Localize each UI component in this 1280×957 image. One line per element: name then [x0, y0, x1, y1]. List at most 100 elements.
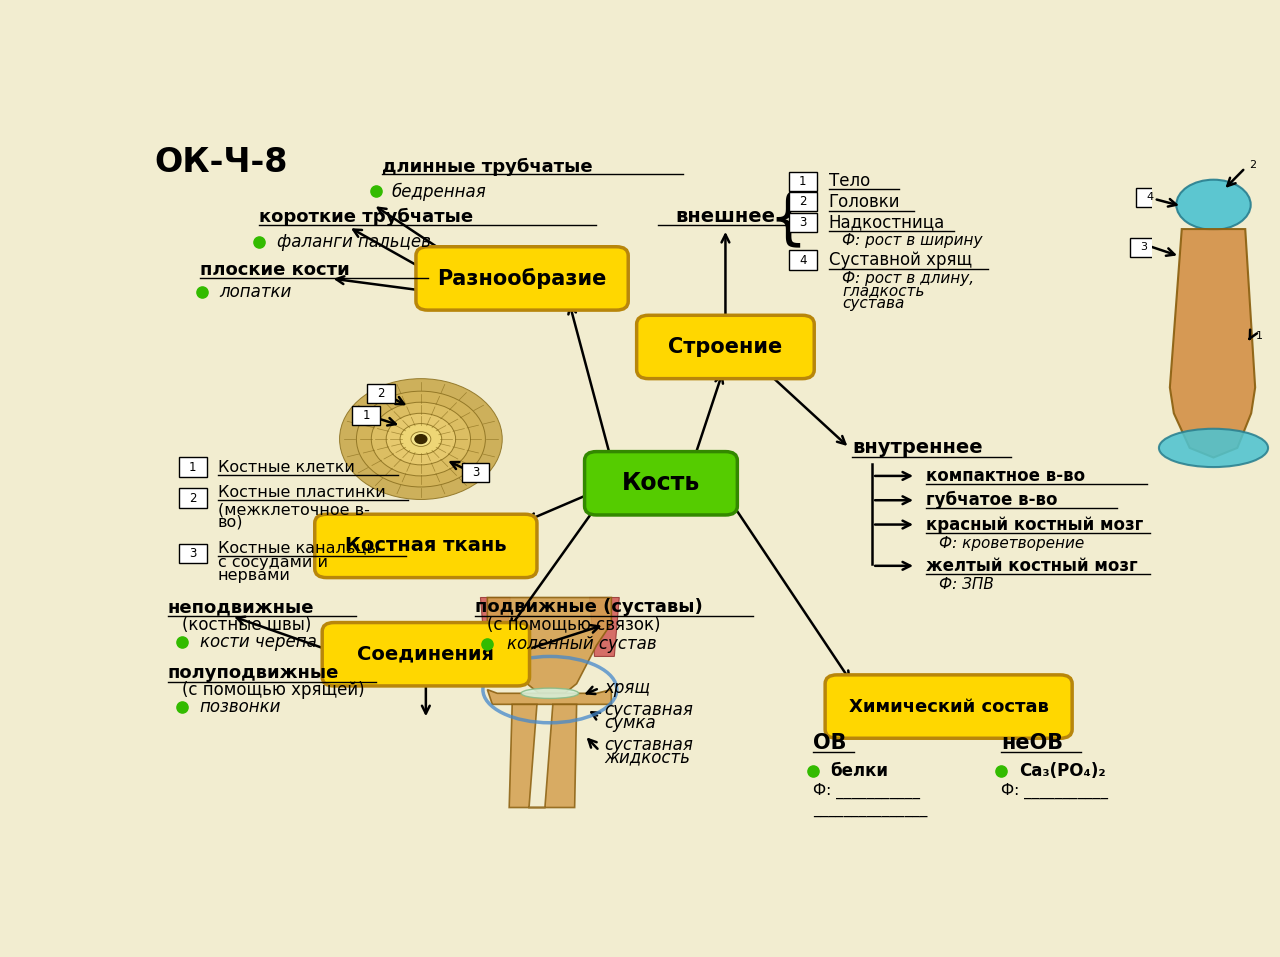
Text: 1: 1	[362, 409, 370, 422]
Circle shape	[339, 379, 502, 500]
Point	[477, 636, 498, 652]
Text: Ф: рост в длину,: Ф: рост в длину,	[842, 271, 974, 286]
Text: 2: 2	[799, 195, 806, 209]
Text: (с помощью хрящей): (с помощью хрящей)	[182, 680, 365, 699]
Text: Надкостница: Надкостница	[828, 213, 945, 232]
Text: Костные пластинки: Костные пластинки	[218, 484, 385, 500]
Text: 3: 3	[472, 466, 479, 478]
FancyBboxPatch shape	[788, 251, 817, 270]
Text: коленный сустав: коленный сустав	[507, 634, 657, 653]
Text: Химический состав: Химический состав	[849, 698, 1048, 716]
Text: Разнообразие: Разнообразие	[438, 268, 607, 289]
Circle shape	[401, 424, 442, 455]
Text: (с помощью связок): (с помощью связок)	[488, 615, 660, 634]
Text: внутреннее: внутреннее	[852, 438, 983, 457]
Text: жидкость: жидкость	[604, 748, 690, 767]
FancyBboxPatch shape	[179, 457, 206, 477]
Text: полуподвижные: полуподвижные	[168, 664, 339, 682]
Circle shape	[371, 402, 471, 476]
Text: 1: 1	[799, 175, 806, 188]
Circle shape	[415, 434, 426, 443]
Text: сустава: сустава	[842, 296, 905, 311]
FancyBboxPatch shape	[462, 462, 489, 481]
FancyBboxPatch shape	[315, 514, 538, 578]
Text: Кость: Кость	[622, 471, 700, 496]
Text: Суставной хрящ: Суставной хрящ	[828, 251, 972, 269]
Text: красный костный мозг: красный костный мозг	[925, 516, 1143, 534]
FancyBboxPatch shape	[1130, 238, 1158, 257]
Text: 1: 1	[189, 460, 197, 474]
Point	[991, 763, 1011, 778]
Text: Ф: ЗПВ: Ф: ЗПВ	[938, 577, 993, 592]
Text: Костные клетки: Костные клетки	[218, 459, 355, 475]
Text: фаланги пальцев: фаланги пальцев	[276, 233, 431, 251]
Text: кости черепа: кости черепа	[200, 634, 316, 652]
Text: 2: 2	[1249, 160, 1257, 170]
FancyBboxPatch shape	[788, 171, 817, 190]
FancyBboxPatch shape	[636, 315, 814, 379]
Point	[366, 184, 387, 199]
Polygon shape	[488, 597, 612, 693]
FancyBboxPatch shape	[323, 623, 530, 686]
Text: _______________: _______________	[813, 802, 927, 817]
Text: плоские кости: плоские кости	[200, 260, 349, 278]
Text: 1: 1	[1256, 331, 1262, 341]
Text: подвижные (суставы): подвижные (суставы)	[475, 598, 703, 616]
FancyBboxPatch shape	[1137, 188, 1164, 207]
Polygon shape	[488, 690, 612, 704]
Text: суставная: суставная	[604, 736, 694, 754]
Text: Костная ткань: Костная ткань	[346, 537, 507, 555]
Text: Ф: ___________: Ф: ___________	[1001, 783, 1108, 799]
Text: с сосудами и: с сосудами и	[218, 555, 328, 569]
Polygon shape	[590, 597, 620, 657]
Point	[172, 700, 192, 715]
Circle shape	[356, 391, 485, 487]
Text: короткие трубчатые: короткие трубчатые	[259, 208, 474, 226]
Polygon shape	[1170, 229, 1256, 457]
Ellipse shape	[1158, 429, 1268, 467]
Text: 3: 3	[189, 546, 196, 560]
Ellipse shape	[521, 688, 579, 699]
Text: ОК-Ч-8: ОК-Ч-8	[155, 146, 288, 179]
Text: 3: 3	[1140, 242, 1148, 253]
Point	[248, 234, 270, 249]
FancyBboxPatch shape	[826, 675, 1073, 738]
Polygon shape	[480, 597, 511, 657]
Text: {: {	[768, 190, 808, 250]
Text: суставная: суставная	[604, 701, 694, 720]
Text: Тело: Тело	[828, 172, 870, 190]
Point	[803, 763, 823, 778]
Text: лопатки: лопатки	[220, 282, 292, 300]
Text: неОВ: неОВ	[1001, 733, 1064, 752]
Text: нервами: нервами	[218, 568, 291, 583]
FancyBboxPatch shape	[585, 452, 737, 515]
Text: (костные швы): (костные швы)	[182, 615, 311, 634]
Text: желтый костный мозг: желтый костный мозг	[925, 557, 1138, 575]
Polygon shape	[509, 704, 576, 808]
Text: Ф: ___________: Ф: ___________	[813, 783, 920, 799]
Circle shape	[387, 413, 456, 465]
Text: бедренная: бедренная	[392, 183, 486, 201]
FancyBboxPatch shape	[367, 384, 396, 403]
Circle shape	[411, 432, 431, 446]
Text: Строение: Строение	[668, 337, 782, 357]
Text: Головки: Головки	[828, 192, 900, 211]
Text: ОВ: ОВ	[813, 733, 846, 752]
Text: позвонки: позвонки	[200, 699, 282, 716]
Text: Ф: рост в ширину: Ф: рост в ширину	[842, 233, 983, 248]
Text: внешнее: внешнее	[676, 207, 776, 226]
Ellipse shape	[1176, 180, 1251, 230]
FancyBboxPatch shape	[1245, 326, 1274, 345]
Text: 4: 4	[1147, 192, 1153, 202]
Text: неподвижные: неподвижные	[168, 598, 315, 616]
FancyBboxPatch shape	[179, 544, 206, 563]
Text: Соединения: Соединения	[357, 645, 494, 664]
FancyBboxPatch shape	[1239, 155, 1267, 174]
Text: Ф: кроветворение: Ф: кроветворение	[938, 536, 1084, 551]
Text: 2: 2	[189, 492, 197, 504]
Text: Ca₃(PO₄)₂: Ca₃(PO₄)₂	[1019, 762, 1106, 780]
Text: (межклеточное в-: (межклеточное в-	[218, 502, 370, 518]
FancyBboxPatch shape	[352, 406, 380, 425]
Point	[172, 634, 192, 650]
Text: во): во)	[218, 515, 243, 530]
